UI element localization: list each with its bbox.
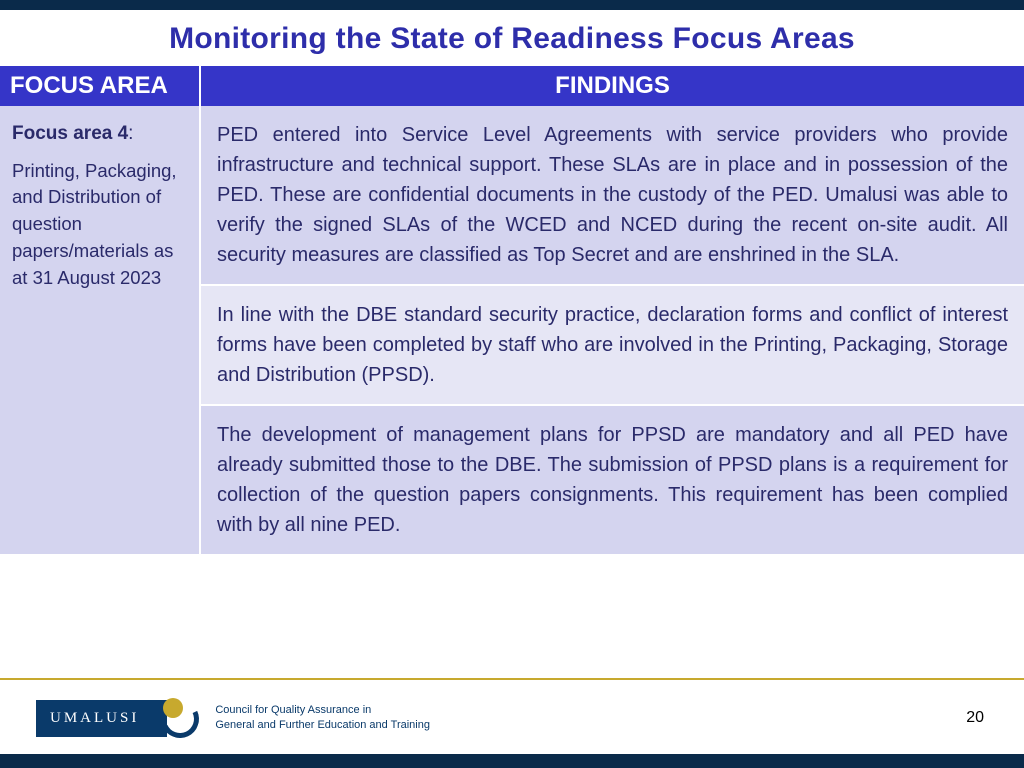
bottom-accent-bar <box>0 754 1024 768</box>
footer-rule <box>0 678 1024 680</box>
focus-area-cell: Focus area 4: Printing, Packaging, and D… <box>0 106 200 554</box>
umalusi-logo-icon <box>161 696 201 740</box>
footer: UMALUSI Council for Quality Assurance in… <box>0 678 1024 768</box>
council-subtitle: Council for Quality Assurance in General… <box>215 703 430 734</box>
col-header-focus: FOCUS AREA <box>0 66 200 106</box>
page-title: Monitoring the State of Readiness Focus … <box>0 10 1024 66</box>
top-accent-bar <box>0 0 1024 10</box>
col-header-findings: FINDINGS <box>200 66 1024 106</box>
finding-row-2: In line with the DBE standard security p… <box>200 285 1024 405</box>
focus-area-desc: Printing, Packaging, and Distribution of… <box>12 158 187 292</box>
council-line-1: Council for Quality Assurance in <box>215 703 430 718</box>
page-number: 20 <box>966 709 1004 727</box>
council-line-2: General and Further Education and Traini… <box>215 718 430 733</box>
finding-row-1: PED entered into Service Level Agreement… <box>200 106 1024 285</box>
finding-row-3: The development of management plans for … <box>200 405 1024 554</box>
umalusi-logo-text: UMALUSI <box>36 700 167 737</box>
findings-table: FOCUS AREA FINDINGS Focus area 4: Printi… <box>0 66 1024 554</box>
focus-area-label: Focus area 4 <box>12 123 128 144</box>
